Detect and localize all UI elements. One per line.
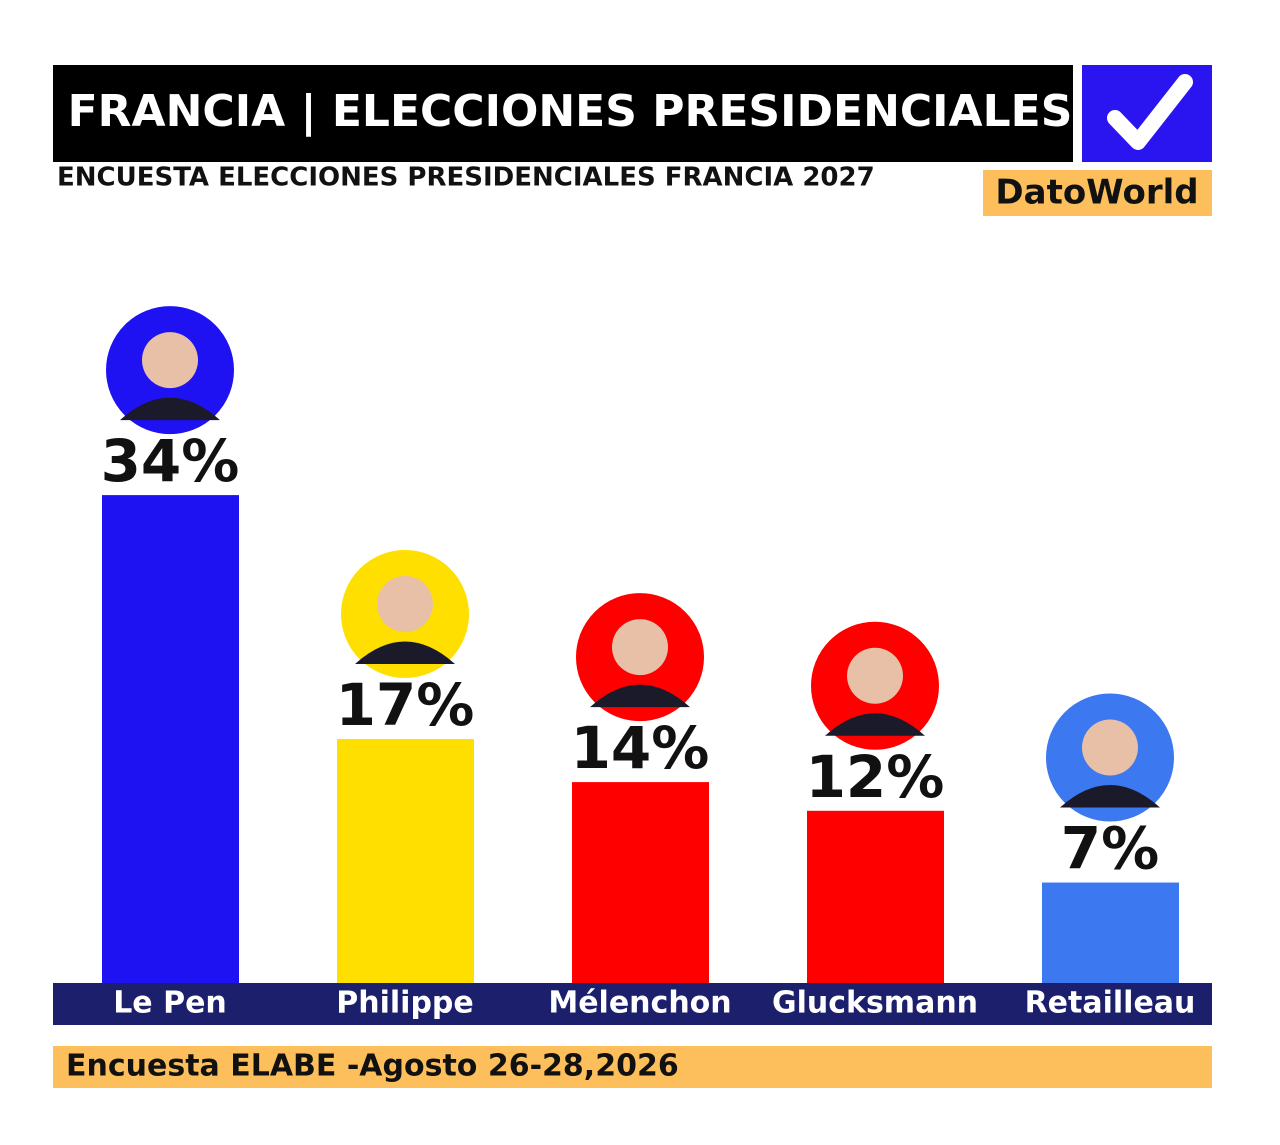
bar: [1042, 882, 1179, 983]
photo-face: [377, 576, 433, 633]
value-label: 12%: [806, 743, 945, 811]
value-label: 34%: [101, 427, 240, 495]
photo-body: [590, 684, 690, 708]
x-tick-label: Philippe: [336, 986, 474, 1021]
photo-face: [142, 332, 198, 389]
chart-subtitle: ENCUESTA ELECCIONES PRESIDENCIALES FRANC…: [57, 163, 875, 193]
value-label: 7%: [1061, 815, 1159, 883]
photo-body: [355, 641, 455, 665]
bar: [807, 810, 944, 983]
x-tick-label: Retailleau: [1025, 986, 1196, 1021]
title-bar: [53, 65, 1073, 162]
source-bar: [53, 1046, 1212, 1088]
chart-title: FRANCIA | ELECCIONES PRESIDENCIALES: [68, 86, 1073, 137]
bar: [337, 739, 474, 983]
photo-body: [825, 713, 925, 736]
bar: [572, 782, 709, 983]
photo-face: [612, 619, 668, 676]
brand: DatoWorld: [995, 173, 1198, 213]
source: Encuesta ELABE -Agosto 26-28,2026: [66, 1049, 679, 1084]
bar: [102, 495, 239, 983]
category-bar: [53, 983, 1212, 1025]
value-label: 14%: [571, 714, 710, 782]
x-tick-label: Mélenchon: [548, 986, 731, 1021]
x-tick-label: Le Pen: [113, 986, 227, 1021]
x-tick-label: Glucksmann: [772, 986, 978, 1021]
photo-face: [847, 647, 903, 704]
brand-box: [983, 170, 1212, 216]
photo-body: [120, 397, 220, 421]
photo-face: [1082, 719, 1138, 776]
check-icon: [1107, 74, 1193, 150]
photo-body: [1060, 785, 1160, 808]
value-label: 17%: [336, 671, 475, 739]
